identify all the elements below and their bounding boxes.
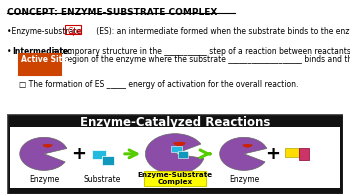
FancyBboxPatch shape [285, 148, 299, 157]
Text: Cpx: Cpx [67, 27, 82, 36]
Text: •Enzyme-substrate: •Enzyme-substrate [7, 27, 84, 36]
Text: a temporary structure in the ___________ step of a reaction between reactants an: a temporary structure in the ___________… [50, 47, 350, 56]
Text: □ The formation of ES _____ energy of activation for the overall reaction.: □ The formation of ES _____ energy of ac… [19, 80, 298, 89]
Text: Substrate: Substrate [83, 175, 120, 184]
Text: CONCEPT: ENZYME-SUBSTRATE COMPLEX: CONCEPT: ENZYME-SUBSTRATE COMPLEX [7, 8, 217, 17]
Text: Enzyme: Enzyme [29, 175, 59, 184]
Wedge shape [242, 144, 253, 148]
Text: Intermediate:: Intermediate: [12, 47, 71, 56]
Text: (ES): an intermediate formed when the substrate binds to the enzyme's __________: (ES): an intermediate formed when the su… [82, 27, 350, 36]
FancyBboxPatch shape [18, 53, 61, 75]
FancyBboxPatch shape [10, 127, 340, 188]
FancyBboxPatch shape [178, 151, 188, 158]
Text: +: + [71, 145, 86, 163]
Wedge shape [20, 137, 67, 170]
FancyBboxPatch shape [102, 156, 114, 165]
Wedge shape [173, 142, 186, 146]
FancyBboxPatch shape [144, 171, 206, 186]
Text: +: + [266, 145, 281, 163]
Text: Enzyme-Substrate
Complex: Enzyme-Substrate Complex [138, 172, 212, 185]
Text: •: • [7, 47, 14, 56]
FancyBboxPatch shape [299, 148, 309, 160]
Wedge shape [42, 144, 53, 148]
Text: Enzyme: Enzyme [229, 175, 259, 184]
Wedge shape [146, 134, 204, 174]
Wedge shape [220, 137, 267, 170]
Text: region of the enzyme where the substrate ___________________ binds and the react: region of the enzyme where the substrate… [62, 55, 350, 64]
Text: Enzyme-Catalyzed Reactions: Enzyme-Catalyzed Reactions [80, 116, 270, 129]
FancyBboxPatch shape [92, 150, 106, 159]
FancyBboxPatch shape [7, 114, 343, 194]
FancyBboxPatch shape [171, 146, 182, 152]
Text: Active Site:: Active Site: [21, 55, 71, 64]
